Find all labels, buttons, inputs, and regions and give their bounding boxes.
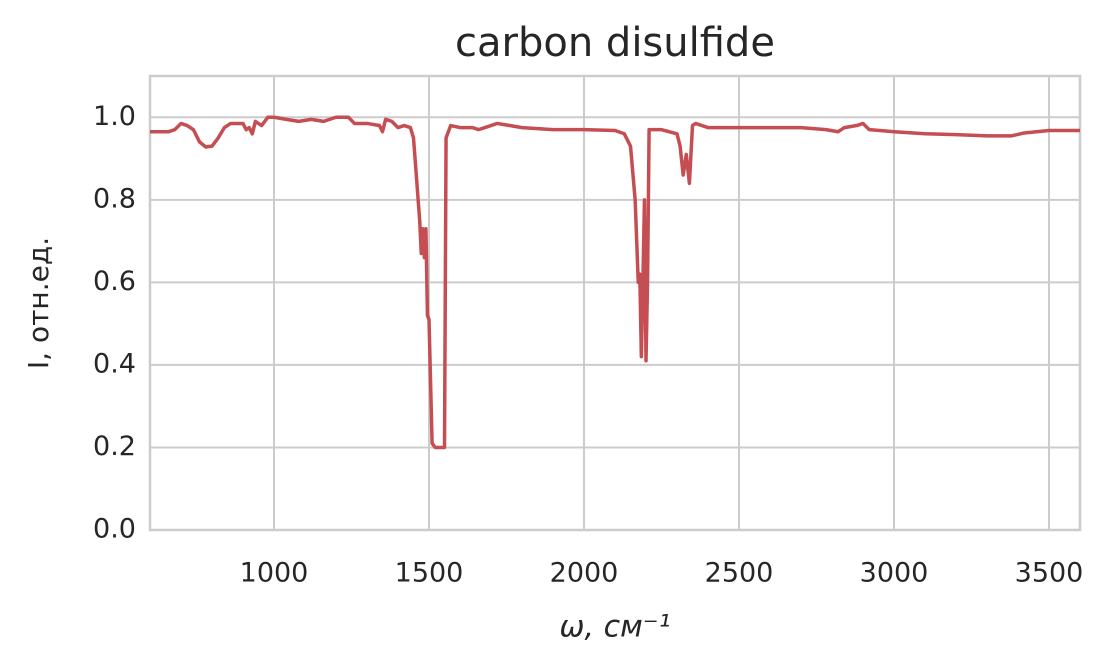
y-tick-label: 1.0: [93, 101, 136, 132]
y-tick-label: 0.8: [93, 183, 136, 214]
x-tick-label: 1000: [240, 558, 309, 589]
chart-title: carbon disulfide: [455, 20, 775, 66]
spectrum-line: [150, 115, 1080, 450]
x-tick-label: 2000: [550, 558, 619, 589]
x-tick-label: 3000: [860, 558, 929, 589]
x-tick-label: 3500: [1015, 558, 1084, 589]
x-axis-label: ω, см⁻¹: [559, 610, 670, 645]
y-tick-label: 0.4: [93, 348, 136, 379]
y-axis-label: I, отн.ед.: [22, 237, 55, 369]
x-tick-label: 1500: [395, 558, 464, 589]
x-tick-label: 2500: [705, 558, 774, 589]
plot-frame: [148, 74, 1082, 532]
y-tick-label: 0.2: [93, 431, 136, 462]
y-tick-label: 0.6: [93, 266, 136, 297]
y-tick-label: 0.0: [93, 514, 136, 545]
